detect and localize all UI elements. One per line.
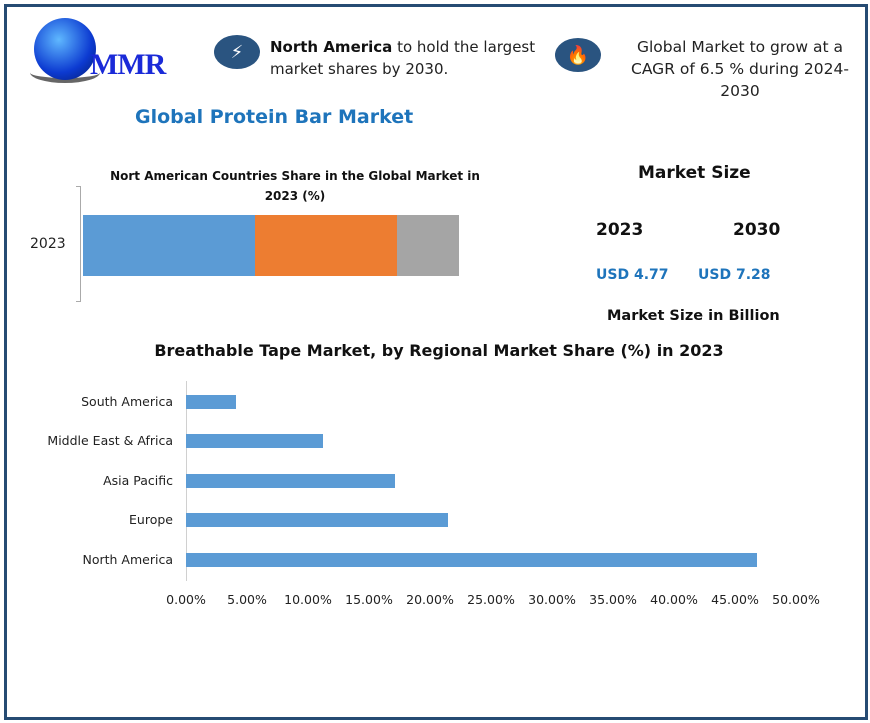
frame-border [4, 4, 868, 720]
category-label: Asia Pacific [103, 473, 173, 488]
lightning-icon: ⚡ [214, 35, 260, 69]
x-tick-label: 5.00% [227, 592, 267, 607]
x-tick-label: 45.00% [711, 592, 759, 607]
category-label: North America [82, 552, 174, 567]
bar-europe [186, 513, 449, 527]
market-size-unit: Market Size in Billion [607, 308, 780, 324]
regional-chart-title: Breathable Tape Market, by Regional Mark… [154, 341, 724, 360]
stacked-segment [83, 215, 255, 276]
highlight-text: to hold the largest market shares by 203… [270, 38, 536, 78]
axis-tick [76, 301, 81, 302]
x-tick-label: 50.00% [772, 592, 820, 607]
year-2030: 2030 [733, 220, 781, 240]
stacked-chart-title: Nort American Countries Share in the Glo… [110, 169, 480, 203]
globe-logo-icon [34, 18, 96, 80]
stacked-bar [83, 215, 459, 276]
stacked-category-label: 2023 [30, 236, 66, 252]
value-2023: USD 4.77 [596, 267, 669, 283]
highlight-cagr: Global Market to grow at a CAGR of 6.5 %… [631, 38, 849, 100]
market-size-heading: Market Size [638, 163, 751, 183]
stacked-segment [254, 215, 397, 276]
x-tick-label: 20.00% [406, 592, 454, 607]
page-title: Global Protein Bar Market [135, 106, 414, 128]
x-tick-label: 25.00% [467, 592, 515, 607]
x-tick-label: 40.00% [650, 592, 698, 607]
logo-text: MMR [90, 48, 166, 81]
category-label: Middle East & Africa [47, 433, 173, 448]
category-label: South America [81, 394, 173, 409]
highlight-bold: North America [270, 38, 393, 56]
bar-asia-pacific [186, 474, 395, 488]
flame-icon: 🔥 [555, 38, 601, 72]
bar-north-america [186, 553, 757, 567]
highlight-north-america: North America to hold the largest market… [270, 36, 540, 80]
category-label: Europe [129, 512, 173, 527]
x-tick-label: 30.00% [528, 592, 576, 607]
x-tick-label: 15.00% [345, 592, 393, 607]
year-2023: 2023 [596, 220, 644, 240]
x-tick-label: 10.00% [284, 592, 332, 607]
bar-middle-east-africa [186, 434, 323, 448]
logo-swoosh [30, 62, 100, 83]
x-tick-label: 0.00% [166, 592, 206, 607]
stacked-axis [80, 186, 81, 302]
bar-south-america [186, 395, 237, 409]
x-tick-label: 35.00% [589, 592, 637, 607]
stacked-segment [396, 215, 459, 276]
axis-tick [76, 186, 81, 187]
value-2030: USD 7.28 [698, 267, 771, 283]
